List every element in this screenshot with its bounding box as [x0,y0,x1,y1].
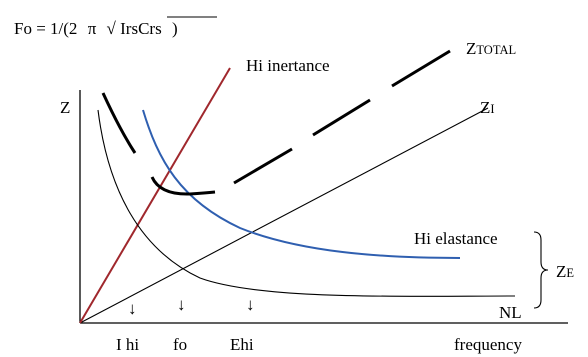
i-hi-label: I hi [116,335,139,354]
hi-elastance-label: Hi elastance [414,229,498,248]
hi-elastance-curve [142,109,461,259]
e-hi-label: Ehi [230,335,254,354]
z-total-dash-3 [233,147,293,185]
z-i-label: ZI [480,98,495,117]
frequency-axis-label: frequency [454,335,522,354]
z-total-dash-5 [391,49,451,88]
z-total-label: ZTOTAL [466,39,516,58]
formula-under-root: IrsCrs [120,19,162,38]
hi-inertance-label: Hi inertance [246,56,330,75]
z-e-label: ZE [556,262,574,281]
e-hi-arrow: ↓ [246,295,255,314]
nl-curve [97,109,516,297]
hi-inertance-line [79,67,231,324]
formula-pi: π [88,19,97,38]
z-e-brace [533,231,549,309]
z-total-dash-4 [312,98,371,137]
fo-arrow: ↓ [177,295,186,314]
resonance-formula: Fo = 1/(2 π √ IrsCrs ) [14,19,178,38]
formula-close: ) [172,19,178,38]
fo-label: fo [173,335,187,354]
z-inertance-line [79,107,489,324]
z-total-dash-2 [150,176,216,196]
z-total-dash-1 [101,92,137,154]
z-axis-label: Z [60,98,70,117]
nl-label: NL [499,303,522,322]
formula-lead: Fo = 1/(2 [14,19,77,38]
formula-radical: √ [107,19,117,38]
i-hi-arrow: ↓ [128,299,137,318]
